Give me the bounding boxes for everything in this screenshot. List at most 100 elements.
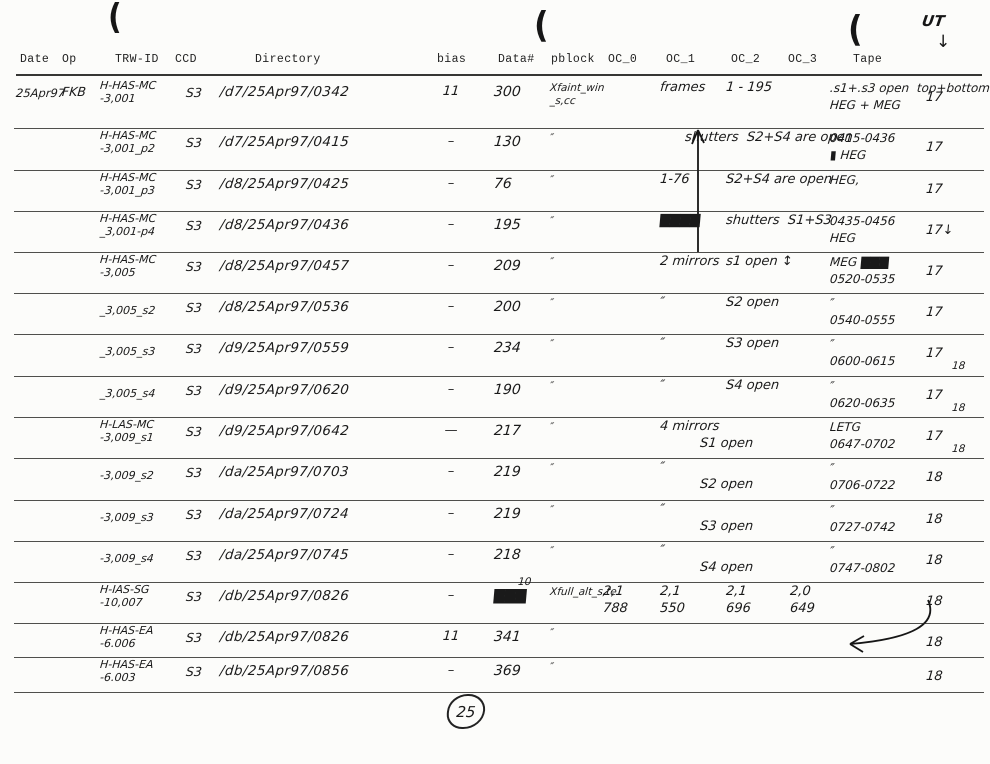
log-row: H-LAS-MC -3,009_s1 S3/d9/25Apr97/0642 — 217 ″…	[14, 417, 984, 459]
cell-tape: 0435-0456	[829, 214, 897, 228]
cell-ccd: S3	[185, 589, 203, 604]
cell-trw2: _3,005_s2	[99, 304, 156, 317]
log-row: H-HAS-MC -3,001_p3 S3/d8/25Apr97/0425 – 76 ″ 1…	[14, 170, 984, 212]
cell-tape: ″	[829, 296, 836, 310]
cell-ut: 17	[925, 305, 944, 320]
log-row: _3,005_s4 S3/d9/25Apr97/0620 – 190 ″ ″ S4 open…	[14, 376, 984, 418]
cell-oc2: S2+S4 are open	[725, 172, 833, 187]
cell-oc1: 4 mirrors	[659, 419, 721, 434]
cell-oc1: ▇▇▇▇	[659, 213, 701, 228]
cell-ut: 17	[925, 182, 944, 197]
cell-data: 300	[493, 84, 522, 100]
cell-bias: –	[447, 340, 455, 355]
cell-trw2: _3,005_s3	[99, 345, 156, 358]
cell-trw1: H-HAS-MC	[99, 171, 157, 184]
cell-dir: /d9/25Apr97/0620	[219, 382, 350, 398]
column-header-pblock: pblock	[551, 53, 595, 66]
cell-bias: –	[447, 547, 455, 562]
cell-tape2: 0706-0722	[829, 478, 897, 492]
cell-oc0: 2,1	[602, 584, 625, 599]
cell-pb1: ″	[549, 421, 555, 433]
down-arrow-icon: ↓	[936, 32, 951, 52]
cell-pb1: ″	[549, 504, 555, 516]
cell-tape: ″	[829, 503, 836, 517]
log-row: H-HAS-EA -6.003 S3/db/25Apr97/0856 – 369 ″ 18	[14, 657, 984, 693]
cell-ut: 17	[925, 90, 944, 105]
cell-data: 341	[493, 629, 522, 645]
up-arrow-icon	[691, 129, 705, 252]
cell-pb1: ″	[549, 661, 555, 673]
log-row: H-HAS-MC -3,001_p2 S3/d7/25Apr97/0415 – 130 ″…	[14, 128, 984, 171]
cell-ut: 18	[925, 512, 944, 527]
log-row: H-HAS-MC _3,001-p4 S3/d8/25Apr97/0436 – 195 ″…	[14, 211, 984, 253]
cell-bias: –	[447, 382, 455, 397]
cell-tape: ″	[829, 337, 836, 351]
cell-data: 369	[493, 663, 522, 679]
cell-tape2: 0620-0635	[829, 396, 897, 410]
curved-arrow-icon	[849, 599, 932, 653]
cell-data: 219	[493, 506, 522, 522]
cell-ccd: S3	[185, 85, 203, 100]
cell-bias: –	[447, 464, 455, 479]
cell-tape: LETG	[829, 420, 862, 434]
cell-trw2: -10,007	[99, 596, 144, 609]
cell-ut2: 18	[951, 402, 966, 414]
pen-mark-icon: (	[534, 4, 549, 46]
log-row: _3,005_s3 S3/d9/25Apr97/0559 – 234 ″ ″ S3 open…	[14, 334, 984, 377]
cell-oc1b: 550	[659, 601, 686, 616]
log-row: -3,009_s2 S3/da/25Apr97/0703 – 219 ″ ″ S2 open…	[14, 458, 984, 501]
cell-pb1: ″	[549, 297, 555, 309]
cell-tape: HEG,	[829, 173, 861, 187]
cell-bias: —	[443, 423, 459, 438]
cell-trw2: -3,001_p3	[99, 184, 156, 197]
column-header-date: Date	[20, 53, 50, 66]
cell-ut: 17	[925, 264, 944, 279]
cell-dir: /d7/25Apr97/0415	[219, 134, 350, 150]
cell-oc1: ″	[659, 543, 666, 558]
cell-trw1: H-HAS-EA	[99, 658, 155, 671]
cell-dir: /d8/25Apr97/0425	[219, 176, 350, 192]
cell-ccd: S3	[185, 465, 203, 480]
cell-tape: ″	[829, 379, 836, 393]
ut-column-label: UT	[920, 12, 946, 30]
cell-dir: /da/25Apr97/0703	[219, 464, 350, 480]
cell-dir: /db/25Apr97/0826	[219, 588, 350, 604]
log-row: -3,009_s3 S3/da/25Apr97/0724 – 219 ″ ″ S3 open…	[14, 500, 984, 542]
cell-tape: 0415-0436	[829, 131, 897, 145]
log-row: H-HAS-EA -6.006 S3/db/25Apr97/0826 11 341 ″ 18	[14, 623, 984, 658]
cell-trw2: -3,001	[99, 92, 137, 105]
column-header-op: Op	[62, 53, 77, 66]
cell-pb1: ″	[549, 338, 555, 350]
cell-pb1: ″	[549, 545, 555, 557]
cell-dir: /da/25Apr97/0745	[219, 547, 350, 563]
cell-trw2: _3,001-p4	[99, 225, 156, 238]
cell-tape2: HEG + MEG	[829, 98, 902, 112]
cell-data: 76	[493, 176, 513, 192]
log-row: H-HAS-MC -3,005 S3/d8/25Apr97/0457 – 209 ″ 2 m…	[14, 252, 984, 294]
column-header-data-num: Data#	[498, 53, 535, 66]
cell-data_note: 10	[517, 576, 532, 588]
column-header-tape: Tape	[853, 53, 883, 66]
cell-oc0b: 788	[602, 601, 629, 616]
cell-trw1: H-HAS-EA	[99, 624, 155, 637]
cell-oc2: 1 - 195	[725, 80, 773, 95]
cell-trw2: _3,005_s4	[99, 387, 156, 400]
cell-tape2: 0747-0802	[829, 561, 897, 575]
cell-bias: –	[447, 134, 455, 149]
cell-dir: /d9/25Apr97/0559	[219, 340, 350, 356]
cell-trw1: H-LAS-MC	[99, 418, 155, 431]
cell-open2: S3 open	[699, 519, 754, 534]
column-header-oc1: OC_1	[666, 53, 696, 66]
cell-tape: .s1+.s3 open top+bottom	[829, 81, 990, 95]
cell-bias: –	[447, 506, 455, 521]
cell-oc3b: 649	[789, 601, 816, 616]
cell-dir: /d8/25Apr97/0436	[219, 217, 350, 233]
cell-ccd: S3	[185, 424, 203, 439]
cell-ccd: S3	[185, 177, 203, 192]
log-row: 25Apr97 FKB H-HAS-MC -3,001 S3/d7/25Apr97/03…	[14, 78, 990, 129]
cell-bias: –	[447, 217, 455, 232]
cell-pb1: ″	[549, 256, 555, 268]
cell-ccd: S3	[185, 300, 203, 315]
cell-tape2: 0520-0535	[829, 272, 897, 286]
cell-oc1: ″	[659, 460, 666, 475]
